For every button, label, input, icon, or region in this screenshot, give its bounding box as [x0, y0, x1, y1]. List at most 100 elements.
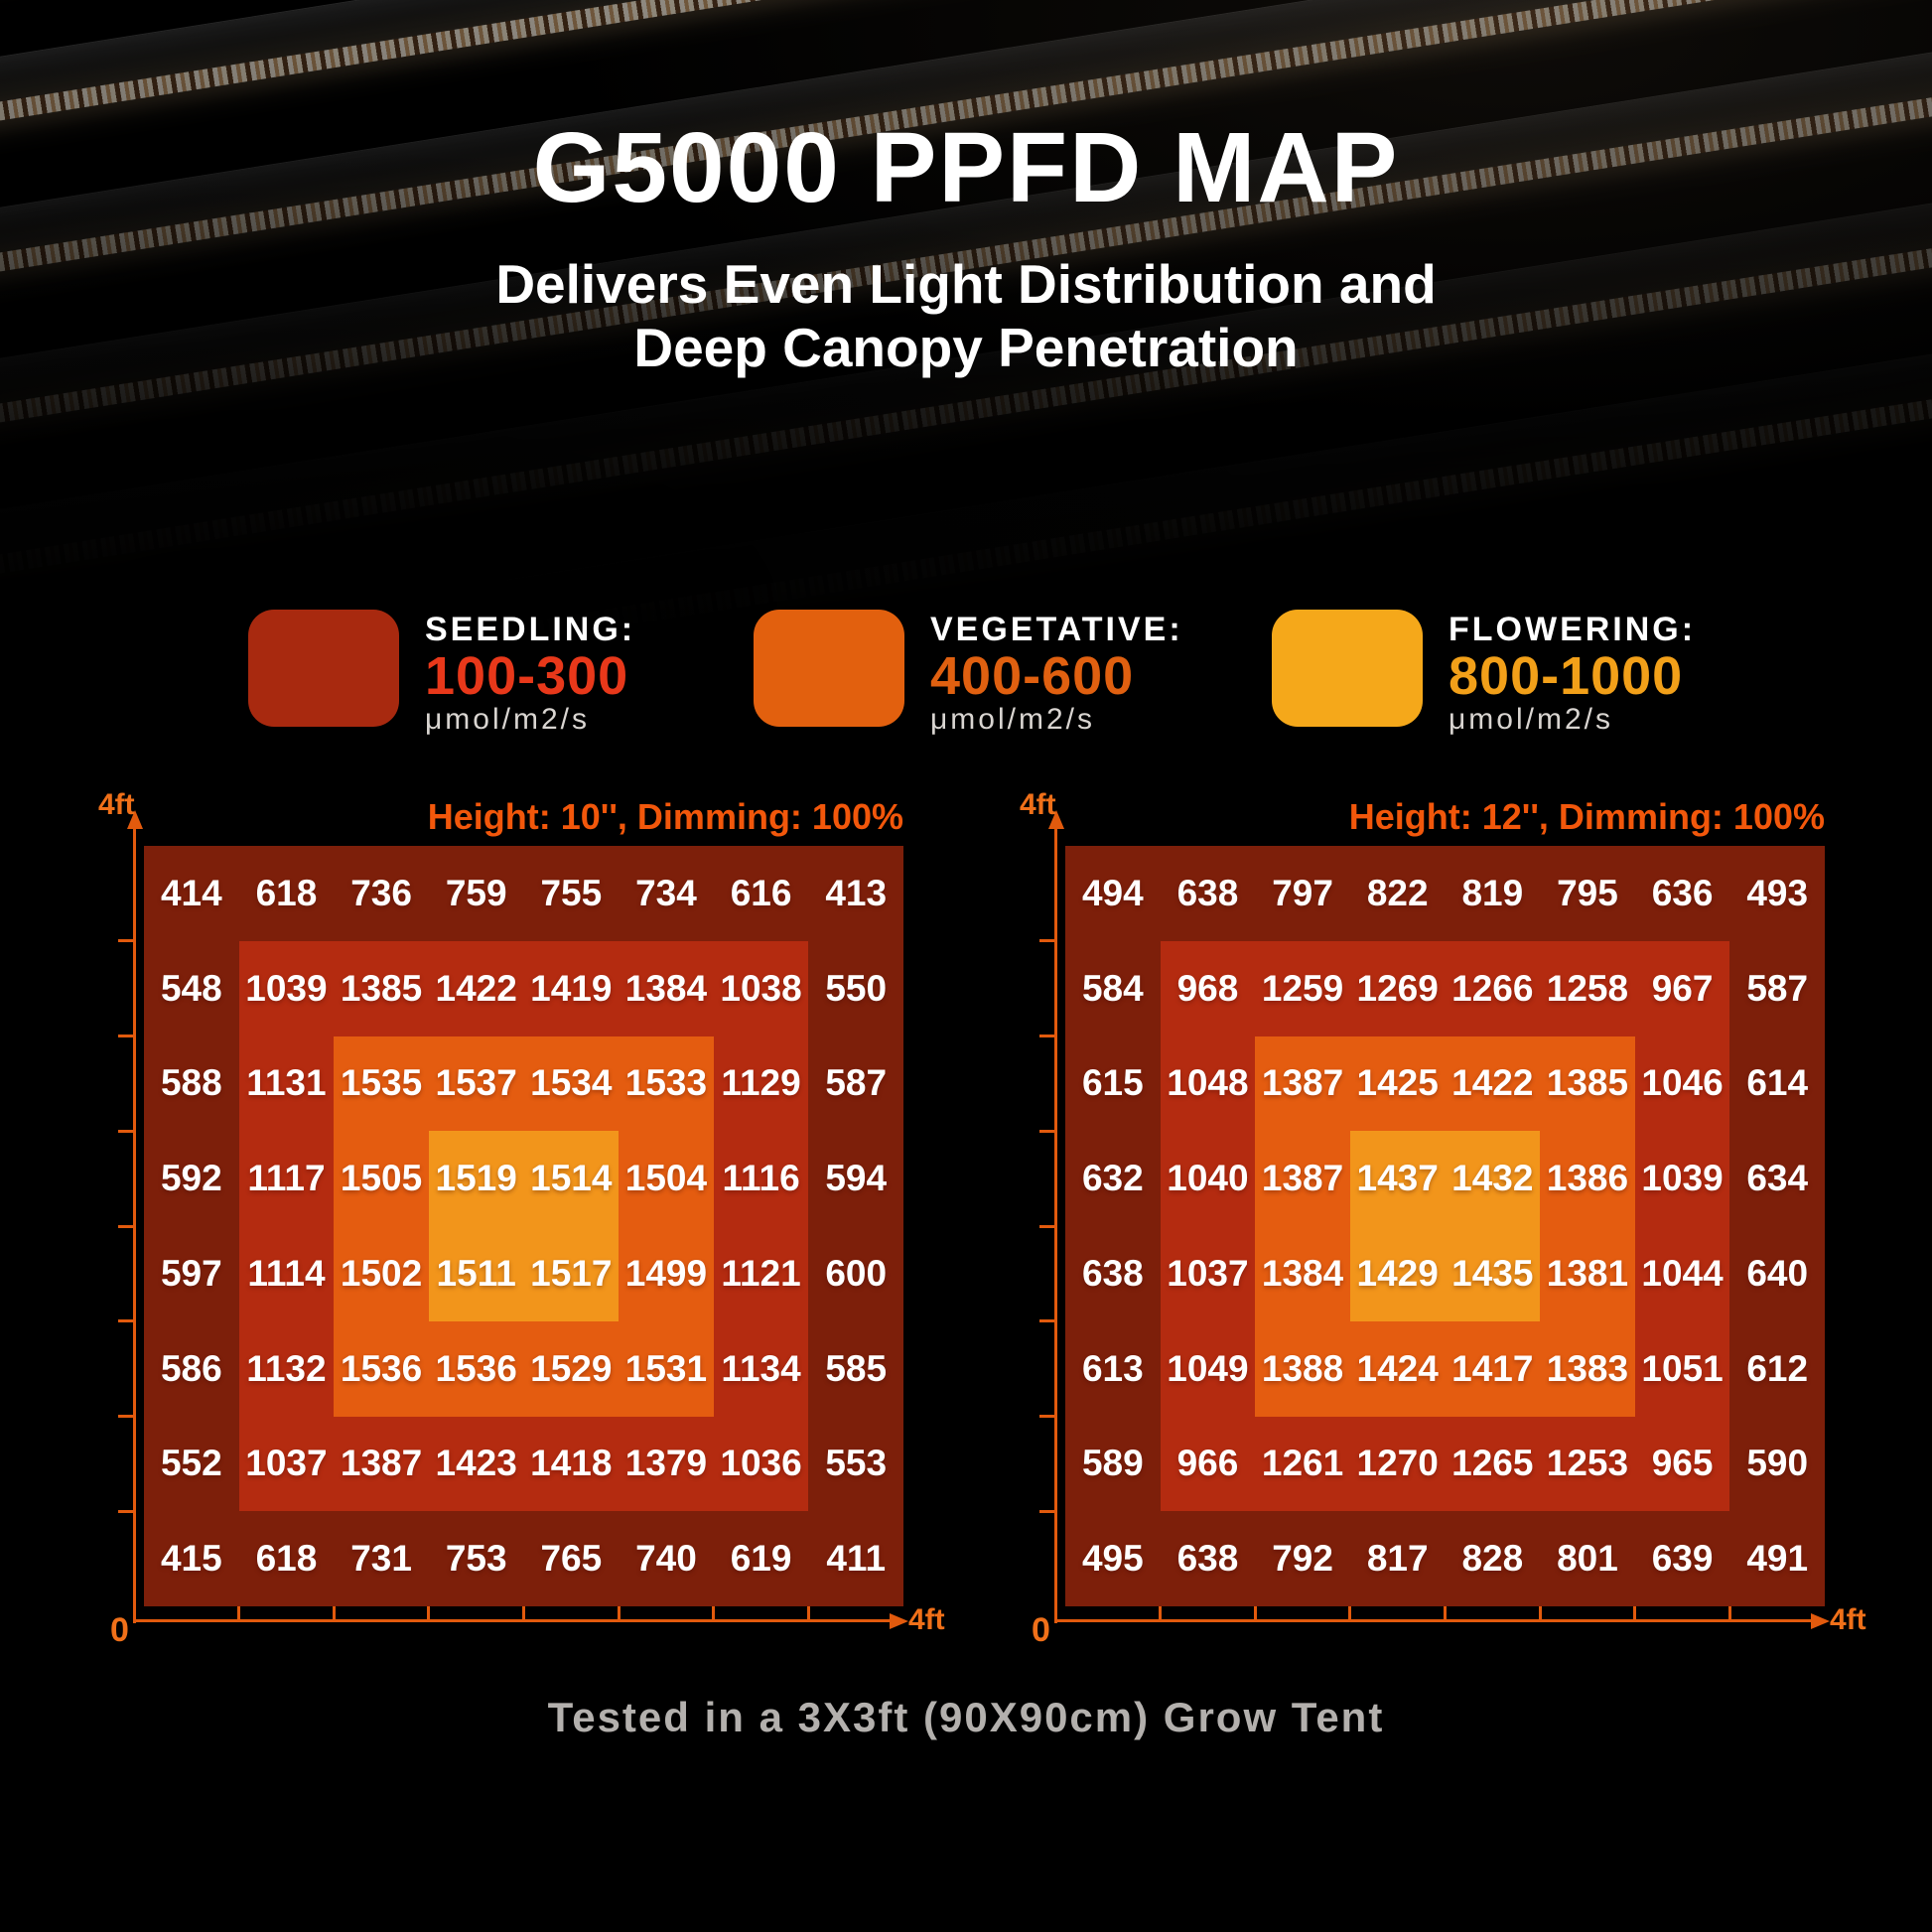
ppfd-value: 413 — [825, 872, 888, 913]
ppfd-value: 1258 — [1546, 967, 1629, 1009]
y-axis-line — [1054, 828, 1057, 1623]
ppfd-value: 1502 — [340, 1252, 423, 1294]
ppfd-value: 828 — [1461, 1538, 1524, 1580]
legend-text: VEGETATIVE: 400-600 μmol/m2/s — [930, 610, 1183, 738]
ppfd-value: 755 — [540, 872, 603, 913]
ppfd-value: 495 — [1081, 1538, 1144, 1580]
hero-shade — [0, 0, 1932, 655]
ppfd-value: 1039 — [245, 967, 328, 1009]
ppfd-value: 590 — [1746, 1443, 1809, 1484]
ppfd-value: 592 — [160, 1158, 222, 1199]
ppfd-value: 1435 — [1451, 1252, 1534, 1294]
ppfd-value: 491 — [1746, 1538, 1809, 1580]
ppfd-value: 1383 — [1546, 1347, 1629, 1389]
ppfd-value: 1129 — [721, 1062, 801, 1104]
legend-text: SEEDLING: 100-300 μmol/m2/s — [425, 610, 635, 738]
ppfd-value: 1261 — [1261, 1443, 1344, 1484]
ppfd-value: 618 — [255, 872, 318, 913]
ppfd-value: 634 — [1746, 1158, 1809, 1199]
ppfd-value: 615 — [1081, 1062, 1144, 1104]
seedling-color-swatch — [248, 610, 399, 727]
ppfd-value: 588 — [160, 1062, 222, 1104]
y-axis-tick — [118, 1035, 133, 1037]
x-axis-tick — [1538, 1606, 1542, 1619]
test-conditions-caption: Tested in a 3X3ft (90X90cm) Grow Tent — [547, 1694, 1385, 1740]
y-axis-tick — [1039, 1129, 1054, 1133]
ppfd-value: 1051 — [1641, 1347, 1724, 1389]
x-axis-line — [1054, 1619, 1817, 1622]
y-axis-max-label: 4ft — [1020, 788, 1056, 821]
legend-unit: μmol/m2/s — [425, 703, 590, 736]
x-axis-tick — [1253, 1606, 1257, 1619]
ppfd-value: 614 — [1746, 1062, 1809, 1104]
ppfd-value: 1038 — [720, 967, 802, 1009]
vegetative-color-swatch — [754, 610, 904, 727]
ppfd-value: 753 — [445, 1538, 507, 1580]
ppfd-value: 1519 — [435, 1158, 517, 1199]
heat-zones — [144, 846, 903, 1606]
ppfd-value: 734 — [635, 872, 697, 913]
ppfd-value: 1437 — [1356, 1158, 1439, 1199]
ppfd-value: 968 — [1176, 967, 1239, 1009]
ppfd-value: 613 — [1081, 1347, 1144, 1389]
y-axis-tick — [1039, 1415, 1054, 1418]
x-axis-line — [133, 1619, 896, 1622]
x-axis-tick — [427, 1606, 431, 1619]
x-axis-tick — [522, 1606, 525, 1619]
ppfd-value: 1131 — [246, 1062, 327, 1104]
ppfd-value: 587 — [1746, 967, 1809, 1009]
ppfd-value: 638 — [1176, 872, 1239, 913]
x-axis-tick — [237, 1606, 241, 1619]
ppfd-value: 1425 — [1356, 1062, 1439, 1104]
ppfd-value: 1114 — [247, 1252, 326, 1294]
ppfd-value: 584 — [1081, 967, 1144, 1009]
y-axis-line — [133, 828, 136, 1623]
ppfd-value: 1384 — [624, 967, 708, 1009]
ppfd-value: 1040 — [1167, 1158, 1249, 1199]
ppfd-value: 639 — [1651, 1538, 1714, 1580]
ppfd-heatmap-12in: Height: 12'', Dimming: 100% 494 638 797 822… — [1020, 788, 1866, 1649]
ppfd-value: 586 — [160, 1347, 222, 1389]
ppfd-value: 619 — [730, 1538, 792, 1580]
legend-label: FLOWERING: — [1449, 611, 1697, 648]
ppfd-value: 616 — [730, 872, 792, 913]
x-axis-tick — [1727, 1606, 1731, 1619]
y-axis-tick — [1039, 1224, 1054, 1228]
ppfd-value: 553 — [825, 1443, 888, 1484]
y-axis-tick — [118, 1319, 133, 1323]
ppfd-value: 589 — [1081, 1443, 1144, 1484]
ppfd-value: 411 — [826, 1538, 887, 1580]
ppfd-value: 1511 — [436, 1252, 516, 1294]
ppfd-value: 1046 — [1641, 1062, 1724, 1104]
y-axis-tick — [118, 939, 133, 943]
ppfd-value: 1536 — [340, 1347, 423, 1389]
ppfd-value: 797 — [1272, 872, 1333, 913]
ppfd-value: 1044 — [1641, 1252, 1724, 1294]
y-axis-tick — [1039, 1509, 1054, 1513]
ppfd-value: 1432 — [1451, 1158, 1534, 1199]
ppfd-value: 1132 — [246, 1347, 327, 1389]
ppfd-value: 1117 — [247, 1158, 326, 1199]
ppfd-value: 1388 — [1261, 1347, 1344, 1389]
legend-item-flowering: FLOWERING: 800-1000 μmol/m2/s — [1272, 610, 1696, 738]
ppfd-value: 765 — [540, 1538, 603, 1580]
x-axis-max-label: 4ft — [908, 1603, 945, 1636]
heat-zone-3 — [428, 1131, 620, 1321]
ppfd-value: 1134 — [721, 1347, 801, 1389]
ppfd-value: 493 — [1746, 872, 1809, 913]
y-axis-tick — [118, 1415, 133, 1418]
ppfd-value: 1385 — [340, 967, 423, 1009]
ppfd-value: 597 — [160, 1252, 222, 1294]
ppfd-value: 1429 — [1356, 1252, 1439, 1294]
ppfd-value: 801 — [1557, 1538, 1618, 1580]
legend-unit: μmol/m2/s — [1449, 703, 1613, 736]
ppfd-value: 1537 — [435, 1062, 517, 1104]
ppfd-value: 740 — [635, 1538, 697, 1580]
ppfd-value: 1379 — [624, 1443, 708, 1484]
ppfd-value: 1049 — [1167, 1347, 1249, 1389]
y-axis-tick — [118, 1129, 133, 1133]
ppfd-value: 1418 — [530, 1443, 613, 1484]
y-axis-arrow-icon — [1047, 810, 1064, 829]
ppfd-value: 618 — [255, 1538, 318, 1580]
x-axis-tick — [1633, 1606, 1637, 1619]
